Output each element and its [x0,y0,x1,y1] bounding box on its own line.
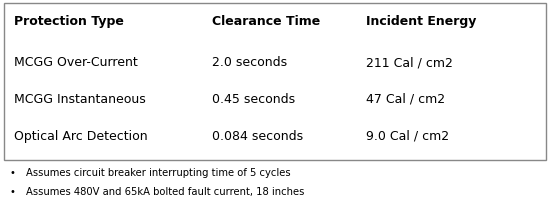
Text: 9.0 Cal / cm2: 9.0 Cal / cm2 [366,129,449,142]
Text: Assumes 480V and 65kA bolted fault current, 18 inches: Assumes 480V and 65kA bolted fault curre… [26,186,305,196]
FancyBboxPatch shape [4,4,546,160]
Text: MCGG Over-Current: MCGG Over-Current [14,56,138,69]
Text: Protection Type: Protection Type [14,15,124,28]
Text: MCGG Instantaneous: MCGG Instantaneous [14,92,146,105]
Text: •: • [10,167,16,177]
Text: 0.084 seconds: 0.084 seconds [212,129,303,142]
Text: 47 Cal / cm2: 47 Cal / cm2 [366,92,445,105]
Text: Assumes circuit breaker interrupting time of 5 cycles: Assumes circuit breaker interrupting tim… [26,167,291,177]
Text: •: • [10,186,16,196]
Text: 211 Cal / cm2: 211 Cal / cm2 [366,56,453,69]
Text: Clearance Time: Clearance Time [212,15,320,28]
Text: Optical Arc Detection: Optical Arc Detection [14,129,147,142]
Text: Incident Energy: Incident Energy [366,15,476,28]
Text: 2.0 seconds: 2.0 seconds [212,56,287,69]
Text: 0.45 seconds: 0.45 seconds [212,92,295,105]
